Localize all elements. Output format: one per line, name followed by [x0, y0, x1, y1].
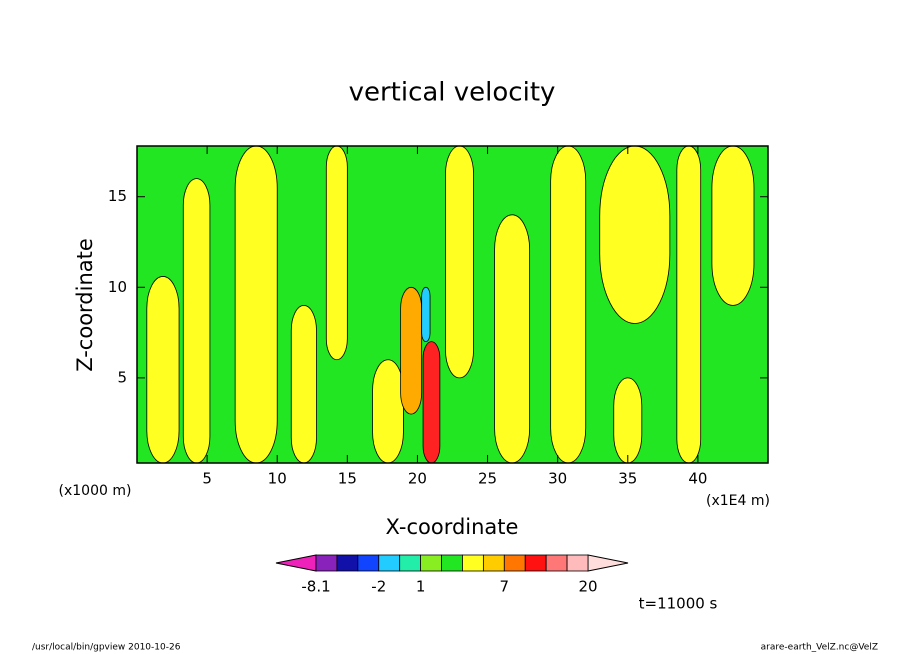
contour-region	[372, 359, 404, 463]
y-tick-label: 5	[117, 368, 127, 386]
x-tick-label: 40	[688, 470, 707, 488]
contour-region	[550, 146, 587, 463]
colorbar-segment	[503, 554, 526, 572]
contour-region	[182, 178, 211, 463]
colorbar-segment	[462, 554, 484, 572]
colorbar-segment	[482, 554, 505, 572]
contour-region	[421, 286, 431, 343]
x-axis-label: X-coordinate	[386, 515, 519, 539]
contour-region	[234, 146, 278, 463]
colorbar-label: -2	[371, 578, 386, 596]
x-tick-label: 20	[408, 470, 427, 488]
contour-region	[711, 146, 755, 306]
contour-region	[599, 146, 671, 324]
colorbar-segment	[441, 554, 463, 572]
colorbar-under	[275, 554, 317, 572]
contour-region	[676, 146, 702, 463]
plot-frame	[136, 145, 769, 464]
x-tick-label: 10	[268, 470, 287, 488]
contour-field	[137, 146, 768, 463]
colorbar-segment	[357, 554, 380, 572]
colorbar-segment	[420, 554, 442, 572]
contour-region	[422, 341, 441, 463]
x-tick-label: 5	[202, 470, 212, 488]
colorbar-segment	[378, 554, 401, 572]
colorbar-segment	[336, 554, 359, 572]
colorbar-segment	[566, 554, 589, 572]
colorbar-over	[587, 554, 629, 572]
chart-title: vertical velocity	[349, 78, 556, 108]
contour-region	[445, 146, 474, 379]
footer-left: /usr/local/bin/gpview 2010-10-26	[32, 643, 181, 653]
x-tick-label: 35	[618, 470, 637, 488]
y-tick-label: 10	[108, 278, 127, 296]
contour-region	[325, 146, 348, 361]
time-label: t=11000 s	[639, 595, 718, 613]
footer-right: arare-earth_VelZ.nc@VelZ	[761, 643, 878, 653]
colorbar-label: 1	[416, 578, 426, 596]
contour-region	[494, 214, 531, 463]
colorbar-segment	[315, 554, 338, 572]
x-unit: (x1E4 m)	[706, 493, 770, 509]
contour-region	[400, 286, 423, 415]
colorbar-label: -8.1	[301, 578, 330, 596]
y-tick-label: 15	[108, 187, 127, 205]
colorbar-segment	[545, 554, 568, 572]
colorbar-label: 20	[578, 578, 597, 596]
colorbar-label: 7	[500, 578, 510, 596]
contour-region	[613, 377, 643, 463]
contour-region	[146, 276, 180, 463]
colorbar-segment	[399, 554, 422, 572]
y-axis-label: Z-coordinate	[73, 238, 97, 372]
y-unit: (x1000 m)	[59, 483, 132, 499]
colorbar-segment	[524, 554, 547, 572]
contour-region	[290, 305, 317, 463]
x-tick-label: 15	[338, 470, 357, 488]
x-tick-label: 30	[548, 470, 567, 488]
x-tick-label: 25	[478, 470, 497, 488]
